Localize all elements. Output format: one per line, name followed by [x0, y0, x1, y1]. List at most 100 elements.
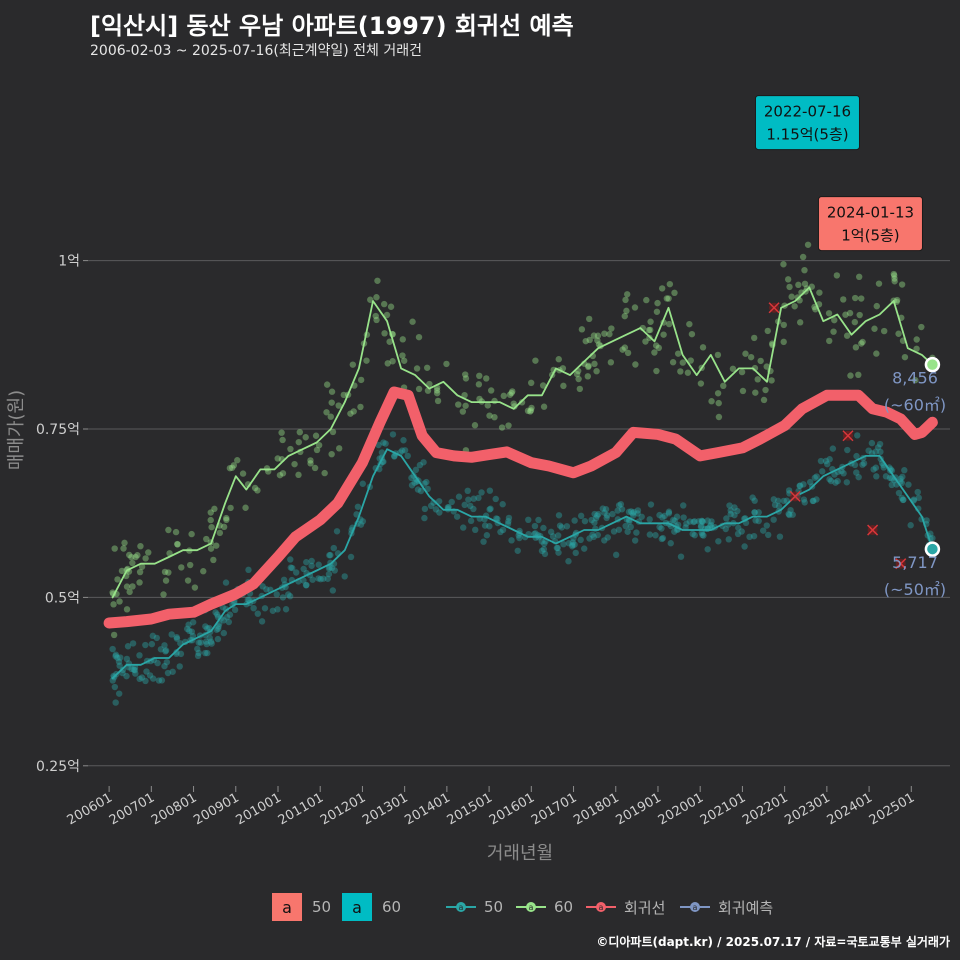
svg-text:a: a [693, 903, 698, 912]
scatter-point-60 [508, 389, 515, 397]
scatter-point-60 [491, 397, 498, 405]
scatter-point-60 [372, 312, 379, 320]
scatter-point-60 [843, 332, 851, 339]
forecast-marker-cross [842, 430, 854, 442]
scatter-point-50 [143, 668, 150, 675]
scatter-point-50 [300, 565, 307, 573]
scatter-point-60 [912, 376, 919, 384]
scatter-point-50 [408, 474, 415, 482]
scatter-point-60 [118, 567, 126, 575]
scatter-point-50 [123, 672, 130, 680]
scatter-point-50 [206, 634, 213, 642]
scatter-point-60 [752, 389, 759, 396]
scatter-point-60 [642, 338, 649, 345]
scatter-point-60 [578, 326, 586, 333]
scatter-point-50 [347, 553, 355, 561]
scatter-point-60 [129, 559, 136, 567]
scatter-point-50 [155, 677, 163, 684]
page-title: [익산시] 동산 우남 아파트(1997) 회귀선 예측 [90, 12, 574, 40]
scatter-point-50 [895, 489, 903, 497]
scatter-point-60 [684, 369, 692, 376]
scatter-point-50 [751, 509, 758, 516]
scatter-point-50 [614, 507, 621, 514]
scatter-point-50 [698, 529, 705, 536]
scatter-point-60 [855, 371, 862, 379]
scatter-point-50 [280, 576, 288, 584]
endpoint-60 [924, 356, 941, 373]
scatter-point-60 [207, 516, 214, 524]
scatter-point-50 [499, 526, 507, 534]
scatter-point-50 [112, 651, 120, 658]
scatter-point-50 [532, 530, 539, 537]
scatter-point-60 [373, 294, 380, 301]
scatter-point-50 [189, 619, 197, 626]
scatter-point-50 [586, 535, 593, 542]
scatter-point-50 [245, 566, 252, 574]
scatter-point-60 [459, 408, 467, 415]
scatter-point-60 [666, 280, 674, 288]
scatter-point-60 [145, 549, 152, 556]
scatter-point-60 [852, 344, 860, 351]
scatter-point-50 [555, 549, 562, 556]
scatter-point-50 [259, 583, 266, 590]
scatter-point-60 [116, 598, 123, 605]
scatter-point-50 [186, 627, 193, 635]
scatter-point-60 [895, 330, 902, 337]
scatter-point-60 [859, 338, 866, 346]
scatter-point-50 [646, 516, 653, 523]
scatter-point-50 [914, 488, 921, 496]
scatter-point-50 [707, 521, 715, 529]
scatter-point-60 [335, 402, 342, 409]
scatter-point-60 [875, 280, 883, 287]
scatter-point-50 [119, 669, 126, 677]
scatter-point-60 [780, 261, 787, 268]
scatter-point-50 [129, 640, 137, 647]
scatter-point-50 [876, 440, 884, 448]
scatter-point-50 [436, 509, 443, 516]
scatter-point-50 [752, 517, 759, 524]
scatter-point-50 [840, 470, 847, 477]
scatter-point-50 [279, 594, 287, 601]
annotation-date: 2022-07-16 [764, 103, 851, 121]
scatter-point-50 [759, 527, 767, 534]
scatter-point-60 [210, 556, 217, 564]
scatter-point-50 [646, 531, 654, 538]
scatter-point-60 [172, 528, 180, 536]
scatter-point-50 [907, 522, 914, 529]
scatter-point-60 [801, 266, 808, 274]
scatter-point-60 [363, 357, 370, 364]
scatter-point-60 [323, 409, 330, 416]
scatter-point-60 [714, 351, 722, 359]
scatter-point-50 [741, 543, 748, 550]
x-tick-label: 202101 [698, 790, 748, 828]
scatter-point-50 [900, 496, 907, 503]
scatter-point-50 [486, 506, 493, 513]
scatter-point-50 [220, 629, 228, 637]
scatter-point-50 [188, 628, 195, 635]
scatter-point-60 [739, 387, 747, 395]
forecast-marker-cross [789, 490, 801, 502]
scatter-point-60 [873, 302, 880, 310]
scatter-point-50 [612, 551, 620, 559]
legend-swatch-fill-60: a [342, 893, 372, 921]
scatter-point-50 [455, 493, 463, 500]
scatter-point-50 [138, 674, 146, 681]
scatter-point-60 [560, 382, 567, 390]
scatter-point-60 [913, 336, 920, 343]
scatter-point-60 [213, 542, 220, 549]
legend-label-line-50: 50 [484, 898, 504, 916]
scatter-point-60 [186, 561, 194, 569]
scatter-point-60 [340, 391, 347, 399]
scatter-point-50 [697, 523, 705, 531]
scatter-point-60 [913, 345, 920, 352]
x-tick-label: 201501 [445, 790, 495, 828]
scatter-point-50 [417, 487, 425, 495]
legend-key-forecast: a [680, 902, 710, 912]
scatter-point-60 [532, 357, 539, 364]
scatter-point-50 [829, 445, 837, 452]
scatter-point-50 [467, 502, 474, 510]
scatter-point-60 [188, 530, 195, 538]
scatter-point-60 [174, 540, 181, 548]
scatter-point-50 [549, 533, 557, 540]
annotations: 2022-07-16 1.15억(5층) 2024-01-13 1억(5층) [754, 95, 923, 252]
